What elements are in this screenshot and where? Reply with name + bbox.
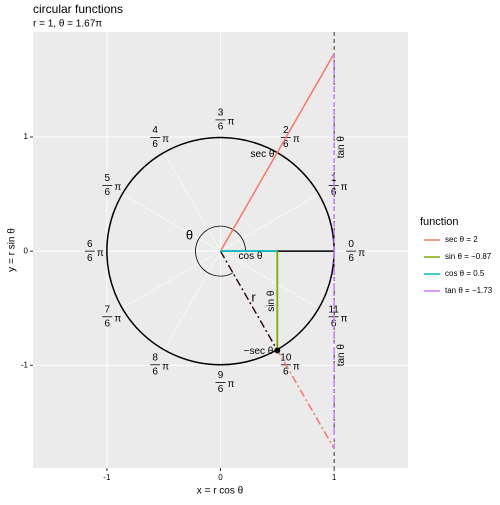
radius-line <box>219 250 278 351</box>
y-tick-label: 1 <box>24 132 29 141</box>
angle-denominator: 6 <box>283 139 289 150</box>
angle-numerator: 4 <box>152 125 158 136</box>
theta-arc <box>195 225 246 277</box>
angle-pi: π <box>341 313 348 324</box>
angle-numerator: 7 <box>105 304 111 315</box>
x-axis-label: x = r cos θ <box>197 486 244 497</box>
legend-label: sin θ = −0.87 <box>445 252 492 261</box>
y-tick-label: 0 <box>24 246 29 255</box>
tan-label: tan θ <box>336 344 347 367</box>
angle-denominator: 6 <box>218 384 224 395</box>
legend-label: sec θ = 2 <box>445 235 478 244</box>
tan-label: tan θ <box>336 136 347 159</box>
neg-sec-label: −sec θ <box>244 346 274 357</box>
radial-line <box>121 193 221 252</box>
angle-numerator: 6 <box>87 239 93 250</box>
angle-denominator: 6 <box>331 318 337 329</box>
angle-pi: π <box>293 361 300 372</box>
angle-pi: π <box>358 248 365 259</box>
angle-numerator: 5 <box>105 173 111 184</box>
sec-line <box>219 53 335 252</box>
angle-numerator: 8 <box>152 352 158 363</box>
theta-label: θ <box>186 228 193 243</box>
angle-pi: π <box>162 134 169 145</box>
radial-line <box>163 152 221 252</box>
x-tick-label: 1 <box>332 473 337 482</box>
angle-numerator: 0 <box>348 239 354 250</box>
sin-label: sin θ <box>266 290 277 312</box>
chart-title: circular functions <box>33 2 123 16</box>
radial-line <box>220 250 320 309</box>
angle-denominator: 6 <box>105 187 111 198</box>
angle-numerator: 11 <box>328 304 339 315</box>
angle-numerator: 9 <box>218 370 224 381</box>
radial-line <box>121 250 221 309</box>
angle-denominator: 6 <box>218 122 224 133</box>
point <box>274 347 281 354</box>
y-tick-label: -1 <box>21 360 29 369</box>
angle-pi: π <box>228 379 235 390</box>
legend-label: tan θ = −1.73 <box>445 286 493 295</box>
legend-label: cos θ = 0.5 <box>445 269 485 278</box>
radial-line <box>220 193 320 252</box>
angle-denominator: 6 <box>152 366 158 377</box>
x-tick-label: -1 <box>103 473 111 482</box>
cos-label: cos θ <box>239 251 263 262</box>
chart-subtitle: r = 1, θ = 1.67π <box>33 19 102 30</box>
sec-label: sec θ <box>251 149 275 160</box>
angle-pi: π <box>162 361 169 372</box>
angle-pi: π <box>97 248 104 259</box>
angle-pi: π <box>228 117 235 128</box>
angle-numerator: 3 <box>218 108 224 119</box>
angle-numerator: 10 <box>280 352 292 363</box>
angle-pi: π <box>114 182 121 193</box>
angle-pi: π <box>341 182 348 193</box>
legend-title: function <box>420 216 459 228</box>
angle-denominator: 6 <box>283 366 289 377</box>
angle-pi: π <box>293 134 300 145</box>
angle-pi: π <box>114 313 121 324</box>
radius-label: r <box>251 290 256 305</box>
angle-denominator: 6 <box>152 139 158 150</box>
y-axis-label: y = r sin θ <box>7 228 18 272</box>
angle-denominator: 6 <box>87 253 93 264</box>
x-tick-label: 0 <box>218 473 223 482</box>
radial-line <box>163 250 221 351</box>
angle-denominator: 6 <box>348 253 354 264</box>
angle-denominator: 6 <box>105 318 111 329</box>
angle-numerator: 2 <box>283 125 289 136</box>
